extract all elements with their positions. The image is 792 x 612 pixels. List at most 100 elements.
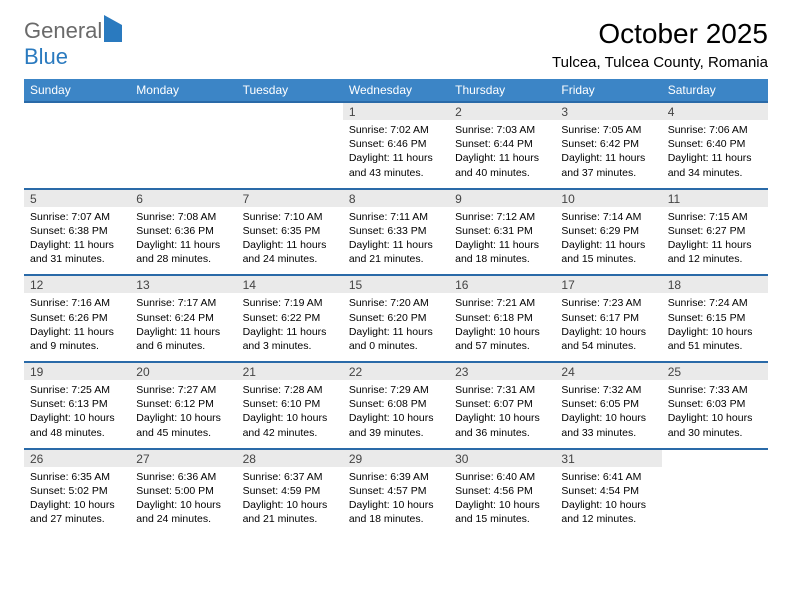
sunrise-line: Sunrise: 7:14 AM — [561, 210, 655, 224]
day-number-cell — [662, 449, 768, 467]
daylight-line: Daylight: 10 hours and 54 minutes. — [561, 325, 655, 353]
day-number: 3 — [561, 105, 568, 119]
day-number: 17 — [561, 278, 574, 292]
day-number-cell: 8 — [343, 189, 449, 207]
sunset-line: Sunset: 6:44 PM — [455, 137, 549, 151]
day-number: 31 — [561, 452, 574, 466]
day-number-cell: 29 — [343, 449, 449, 467]
daynum-row: 567891011 — [24, 189, 768, 207]
day-detail-cell: Sunrise: 7:10 AMSunset: 6:35 PMDaylight:… — [237, 207, 343, 276]
sunset-line: Sunset: 6:03 PM — [668, 397, 762, 411]
day-number-cell: 16 — [449, 275, 555, 293]
sunset-line: Sunset: 6:46 PM — [349, 137, 443, 151]
day-number: 9 — [455, 192, 462, 206]
day-number: 28 — [243, 452, 256, 466]
day-number-cell: 19 — [24, 362, 130, 380]
daylight-line: Daylight: 11 hours and 0 minutes. — [349, 325, 443, 353]
day-number: 8 — [349, 192, 356, 206]
daylight-line: Daylight: 11 hours and 37 minutes. — [561, 151, 655, 179]
sunrise-line: Sunrise: 7:03 AM — [455, 123, 549, 137]
sunset-line: Sunset: 6:33 PM — [349, 224, 443, 238]
sunrise-line: Sunrise: 7:15 AM — [668, 210, 762, 224]
day-number: 6 — [136, 192, 143, 206]
day-number: 30 — [455, 452, 468, 466]
day-number: 27 — [136, 452, 149, 466]
sunset-line: Sunset: 5:02 PM — [30, 484, 124, 498]
day-number-cell: 31 — [555, 449, 661, 467]
day-number: 21 — [243, 365, 256, 379]
sunrise-line: Sunrise: 6:39 AM — [349, 470, 443, 484]
day-number: 11 — [668, 192, 680, 206]
sunset-line: Sunset: 6:42 PM — [561, 137, 655, 151]
sunrise-line: Sunrise: 7:27 AM — [136, 383, 230, 397]
sunrise-line: Sunrise: 7:07 AM — [30, 210, 124, 224]
sunrise-line: Sunrise: 7:06 AM — [668, 123, 762, 137]
sunrise-line: Sunrise: 6:41 AM — [561, 470, 655, 484]
daynum-row: 1234 — [24, 102, 768, 120]
day-number: 12 — [30, 278, 43, 292]
day-number-cell: 22 — [343, 362, 449, 380]
day-detail-cell: Sunrise: 7:24 AMSunset: 6:15 PMDaylight:… — [662, 293, 768, 362]
day-number: 13 — [136, 278, 149, 292]
day-detail-cell: Sunrise: 6:36 AMSunset: 5:00 PMDaylight:… — [130, 467, 236, 535]
weekday-header: Tuesday — [237, 79, 343, 102]
day-number-cell: 14 — [237, 275, 343, 293]
day-detail-cell: Sunrise: 7:12 AMSunset: 6:31 PMDaylight:… — [449, 207, 555, 276]
weekday-header: Sunday — [24, 79, 130, 102]
day-detail-cell: Sunrise: 7:19 AMSunset: 6:22 PMDaylight:… — [237, 293, 343, 362]
daylight-line: Daylight: 10 hours and 30 minutes. — [668, 411, 762, 439]
day-detail-cell — [237, 120, 343, 189]
day-number: 24 — [561, 365, 574, 379]
daylight-line: Daylight: 10 hours and 48 minutes. — [30, 411, 124, 439]
day-number-cell: 13 — [130, 275, 236, 293]
title-block: October 2025 Tulcea, Tulcea County, Roma… — [552, 18, 768, 71]
sunset-line: Sunset: 6:05 PM — [561, 397, 655, 411]
sunrise-line: Sunrise: 7:17 AM — [136, 296, 230, 310]
day-number: 4 — [668, 105, 675, 119]
day-number-cell: 4 — [662, 102, 768, 120]
day-number: 20 — [136, 365, 149, 379]
day-number-cell: 20 — [130, 362, 236, 380]
sunrise-line: Sunrise: 7:21 AM — [455, 296, 549, 310]
month-title: October 2025 — [552, 18, 768, 50]
sunset-line: Sunset: 4:57 PM — [349, 484, 443, 498]
sunrise-line: Sunrise: 7:28 AM — [243, 383, 337, 397]
day-detail-cell: Sunrise: 7:02 AMSunset: 6:46 PMDaylight:… — [343, 120, 449, 189]
daylight-line: Daylight: 11 hours and 21 minutes. — [349, 238, 443, 266]
day-detail-cell: Sunrise: 7:33 AMSunset: 6:03 PMDaylight:… — [662, 380, 768, 449]
day-detail-cell: Sunrise: 7:17 AMSunset: 6:24 PMDaylight:… — [130, 293, 236, 362]
sunset-line: Sunset: 6:18 PM — [455, 311, 549, 325]
sunset-line: Sunset: 6:27 PM — [668, 224, 762, 238]
sunset-line: Sunset: 6:40 PM — [668, 137, 762, 151]
day-detail-cell: Sunrise: 7:31 AMSunset: 6:07 PMDaylight:… — [449, 380, 555, 449]
sunset-line: Sunset: 6:31 PM — [455, 224, 549, 238]
day-detail-cell: Sunrise: 7:06 AMSunset: 6:40 PMDaylight:… — [662, 120, 768, 189]
sunrise-line: Sunrise: 6:35 AM — [30, 470, 124, 484]
sunrise-line: Sunrise: 7:08 AM — [136, 210, 230, 224]
day-number: 16 — [455, 278, 468, 292]
day-number-cell: 18 — [662, 275, 768, 293]
daynum-row: 19202122232425 — [24, 362, 768, 380]
day-number-cell: 11 — [662, 189, 768, 207]
daylight-line: Daylight: 10 hours and 57 minutes. — [455, 325, 549, 353]
daylight-line: Daylight: 11 hours and 31 minutes. — [30, 238, 124, 266]
daylight-line: Daylight: 11 hours and 12 minutes. — [668, 238, 762, 266]
logo-text-general: General — [24, 18, 102, 43]
day-number: 22 — [349, 365, 362, 379]
header: General Blue October 2025 Tulcea, Tulcea… — [24, 18, 768, 71]
daylight-line: Daylight: 11 hours and 43 minutes. — [349, 151, 443, 179]
day-number: 2 — [455, 105, 462, 119]
day-number-cell — [24, 102, 130, 120]
sunrise-line: Sunrise: 7:12 AM — [455, 210, 549, 224]
day-number-cell: 9 — [449, 189, 555, 207]
daylight-line: Daylight: 10 hours and 24 minutes. — [136, 498, 230, 526]
daylight-line: Daylight: 10 hours and 45 minutes. — [136, 411, 230, 439]
daylight-line: Daylight: 10 hours and 39 minutes. — [349, 411, 443, 439]
sunset-line: Sunset: 4:54 PM — [561, 484, 655, 498]
daylight-line: Daylight: 10 hours and 42 minutes. — [243, 411, 337, 439]
day-detail-cell: Sunrise: 7:14 AMSunset: 6:29 PMDaylight:… — [555, 207, 661, 276]
daylight-line: Daylight: 10 hours and 18 minutes. — [349, 498, 443, 526]
location: Tulcea, Tulcea County, Romania — [552, 54, 768, 71]
sunset-line: Sunset: 6:07 PM — [455, 397, 549, 411]
detail-row: Sunrise: 7:16 AMSunset: 6:26 PMDaylight:… — [24, 293, 768, 362]
